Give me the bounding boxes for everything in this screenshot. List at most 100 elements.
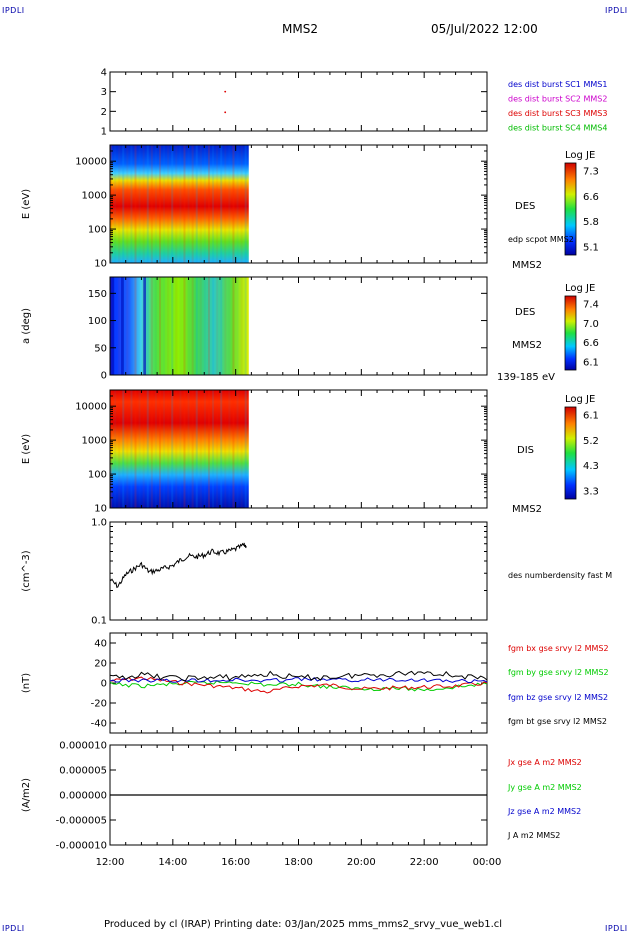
colorbar-tick-label: 3.3: [583, 487, 599, 498]
time-axis-label: 18:00: [284, 857, 313, 868]
dis-energy-spectrogram-texture: [203, 390, 206, 508]
pitch-dropout-strip: [121, 277, 124, 375]
panel-frame: [109, 71, 488, 132]
y-tick-label: 100: [88, 316, 107, 327]
y-tick-label: 10: [94, 504, 107, 515]
dis-energy-spectrogram-texture: [126, 390, 129, 508]
dis-energy-spectrogram-texture: [175, 390, 178, 508]
colorbar-tick-label: 6.1: [583, 358, 599, 369]
des-energy-spectrogram-texture: [195, 145, 198, 263]
colorbar-tick-label: 7.4: [583, 300, 599, 311]
current-legend-entry: J A m2 MMS2: [507, 831, 560, 840]
colorbar-tick-label: 5.1: [583, 243, 599, 254]
dis-energy-spectrogram-texture: [167, 390, 170, 508]
y-axis-label: a (deg): [21, 308, 32, 344]
y-tick-label: 2: [101, 107, 107, 118]
des-pitch-spectrogram-texture: [207, 277, 210, 375]
dis-energy-spectrogram-texture: [187, 390, 190, 508]
dis-energy-spectrogram-texture: [244, 390, 247, 508]
logo-top-right: IPDLI: [605, 6, 628, 15]
logo-bottom-right: IPDLI: [605, 924, 628, 933]
des-energy-spectrogram-texture: [158, 145, 162, 263]
logo-top-left: IPDLI: [2, 6, 25, 15]
des-pitch-spectrogram-texture: [126, 277, 129, 375]
colorbar-tick-label: 7.0: [583, 319, 599, 330]
des-pitch-spectrogram-texture: [187, 277, 190, 375]
colorbar-tick-label: 6.6: [583, 192, 599, 203]
colorbar: [564, 295, 577, 371]
panel-right-label: DES: [515, 201, 535, 212]
des-pitch-spectrogram-texture: [224, 277, 227, 375]
colorbar-tick-label: 5.2: [583, 436, 599, 447]
y-tick-label: -40: [91, 719, 107, 730]
dis-energy-spectrogram-texture: [195, 390, 198, 508]
current-legend-entry: Jx gse A m2 MMS2: [507, 758, 582, 767]
panel-right-label: MMS2: [512, 504, 542, 515]
dis-energy-spectrogram-texture: [224, 390, 227, 508]
dis-energy-spectrogram: [110, 390, 249, 508]
series-line: [109, 680, 488, 692]
dis-energy-spectrogram-texture: [118, 390, 121, 508]
dis-energy-spectrogram-texture: [158, 390, 162, 508]
des-pitch-spectrogram-texture: [232, 277, 235, 375]
des-pitch-spectrogram: [110, 277, 249, 375]
des-energy-spectrogram-texture: [146, 145, 149, 263]
time-axis-label: 16:00: [221, 857, 250, 868]
des-energy-spectrogram: [110, 145, 249, 263]
dis-energy-spectrogram-texture: [220, 390, 223, 508]
des-pitch-spectrogram-texture: [134, 277, 137, 375]
des-pitch-spectrogram-texture: [154, 277, 157, 375]
colorbar-title: Log JE: [565, 150, 595, 161]
des-energy-spectrogram-texture: [199, 145, 202, 263]
des-energy-spectrogram-texture: [236, 145, 239, 263]
y-axis-label: (nT): [21, 673, 32, 693]
colorbar-tick-label: 7.3: [583, 167, 599, 178]
panel-right-label: DES: [515, 307, 535, 318]
pitch-dropout-strip: [110, 277, 115, 375]
des-pitch-spectrogram-texture: [240, 277, 243, 375]
dis-energy-spectrogram-texture: [232, 390, 235, 508]
series-line: [109, 676, 488, 694]
des-energy-spectrogram-texture: [134, 145, 137, 263]
y-axis-label: E (eV): [21, 434, 32, 464]
des-energy-spectrogram-texture: [142, 145, 145, 263]
series-line: [109, 670, 488, 682]
des-pitch-spectrogram-texture: [175, 277, 178, 375]
dis-energy-spectrogram-texture: [191, 390, 194, 508]
dis-energy-spectrogram-texture: [207, 390, 210, 508]
config-legend-entry: des dist burst SC4 MMS4: [508, 124, 607, 133]
panel-right-label: edp scpot MMS2: [508, 235, 574, 244]
des-pitch-spectrogram-texture: [130, 277, 133, 375]
des-energy-spectrogram-texture: [244, 145, 247, 263]
bfield-legend-entry: fgm bx gse srvy l2 MMS2: [508, 644, 609, 653]
colorbar-title: Log JE: [565, 394, 595, 405]
des-energy-spectrogram-texture: [179, 145, 182, 263]
y-tick-label: 1000: [82, 191, 107, 202]
time-axis-label: 00:00: [473, 857, 502, 868]
time-axis-label: 22:00: [410, 857, 439, 868]
burst-marker: [224, 90, 227, 93]
current-legend-entry: Jy gse A m2 MMS2: [507, 783, 582, 792]
y-tick-label: -20: [91, 699, 107, 710]
colorbar: [564, 406, 577, 500]
des-energy-spectrogram-texture: [126, 145, 129, 263]
time-axis-label: 14:00: [158, 857, 187, 868]
des-pitch-spectrogram-texture: [236, 277, 239, 375]
des-pitch-spectrogram-texture: [191, 277, 194, 375]
y-tick-label: 10000: [75, 157, 107, 168]
des-pitch-spectrogram-texture: [114, 277, 117, 375]
dis-energy-spectrogram-texture: [138, 390, 141, 508]
y-tick-label: 10000: [75, 402, 107, 413]
dis-energy-spectrogram-texture: [216, 390, 219, 508]
config-legend-entry: des dist burst SC2 MMS2: [508, 95, 607, 104]
spacecraft-title: MMS2: [282, 22, 318, 36]
dis-energy-spectrogram-texture: [142, 390, 145, 508]
des-pitch-spectrogram-texture: [228, 277, 231, 375]
des-pitch-spectrogram-texture: [150, 277, 153, 375]
des-energy-spectrogram-texture: [220, 145, 223, 263]
bfield-legend-entry: fgm by gse srvy l2 MMS2: [508, 668, 609, 677]
config-legend-entry: des dist burst SC3 MMS3: [508, 109, 607, 118]
y-axis-label: (cm^-3): [21, 550, 32, 591]
des-pitch-spectrogram-texture: [179, 277, 182, 375]
